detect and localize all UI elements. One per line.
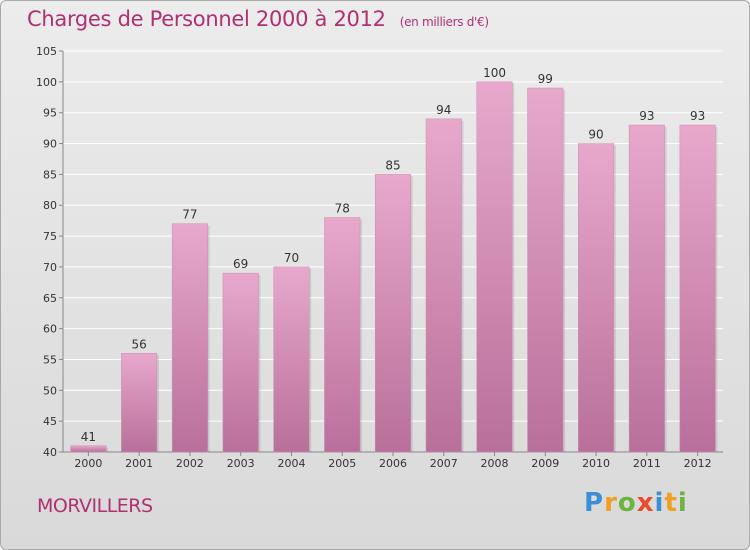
data-label: 85: [385, 158, 400, 172]
bar: [578, 143, 615, 453]
y-tick-label: 60: [43, 323, 57, 336]
bar: [171, 223, 208, 453]
bar: [324, 217, 361, 453]
y-tick-label: 65: [43, 292, 57, 305]
bar: [425, 118, 462, 453]
data-label: 41: [81, 430, 96, 444]
x-tick-label: 2012: [684, 457, 712, 470]
data-label: 77: [182, 208, 197, 222]
bar: [679, 124, 716, 453]
y-tick-label: 100: [36, 76, 57, 89]
y-tick-label: 105: [36, 45, 57, 58]
chart-title: Charges de Personnel 2000 à 2012 (en mill…: [27, 7, 489, 31]
x-tick-label: 2000: [74, 457, 102, 470]
y-tick-label: 80: [43, 199, 57, 212]
y-tick-label: 70: [43, 261, 57, 274]
bar: [222, 272, 259, 453]
y-tick-label: 45: [43, 415, 57, 428]
y-tick-label: 75: [43, 230, 57, 243]
y-tick-label: 95: [43, 107, 57, 120]
bar: [121, 353, 158, 453]
bar: [70, 445, 107, 453]
bar: [628, 124, 665, 453]
bar: [273, 266, 310, 453]
data-label: 93: [639, 109, 654, 123]
data-label: 99: [538, 72, 553, 86]
bar: [476, 81, 513, 453]
chart-subtitle: (en milliers d'€): [399, 15, 489, 29]
x-tick-label: 2009: [531, 457, 559, 470]
bar: [374, 174, 412, 453]
x-tick-label: 2001: [125, 457, 153, 470]
town-name: MORVILLERS: [37, 495, 153, 517]
y-tick-label: 90: [43, 138, 57, 151]
x-tick-label: 2010: [582, 457, 610, 470]
data-label: 56: [132, 337, 147, 351]
x-tick-label: 2005: [328, 457, 356, 470]
data-label: 94: [436, 103, 451, 117]
y-tick-label: 50: [43, 384, 57, 397]
y-tick-label: 55: [43, 353, 57, 366]
x-tick-label: 2002: [176, 457, 204, 470]
x-tick-label: 2004: [277, 457, 305, 470]
data-label: 78: [335, 202, 350, 216]
data-label: 90: [588, 128, 603, 142]
y-tick-label: 85: [43, 168, 57, 181]
data-label: 70: [284, 251, 299, 265]
x-tick-label: 2011: [633, 457, 661, 470]
data-label: 93: [690, 109, 705, 123]
proxiti-logo: Proxiti: [584, 488, 688, 518]
chart-title-text: Charges de Personnel 2000 à 2012: [27, 7, 386, 31]
x-tick-label: 2007: [430, 457, 458, 470]
y-tick-label: 40: [43, 446, 57, 459]
data-label: 69: [233, 257, 248, 271]
data-label: 100: [483, 66, 506, 80]
bar: [527, 87, 564, 453]
x-tick-label: 2006: [379, 457, 407, 470]
x-tick-label: 2003: [227, 457, 255, 470]
x-tick-label: 2008: [481, 457, 509, 470]
